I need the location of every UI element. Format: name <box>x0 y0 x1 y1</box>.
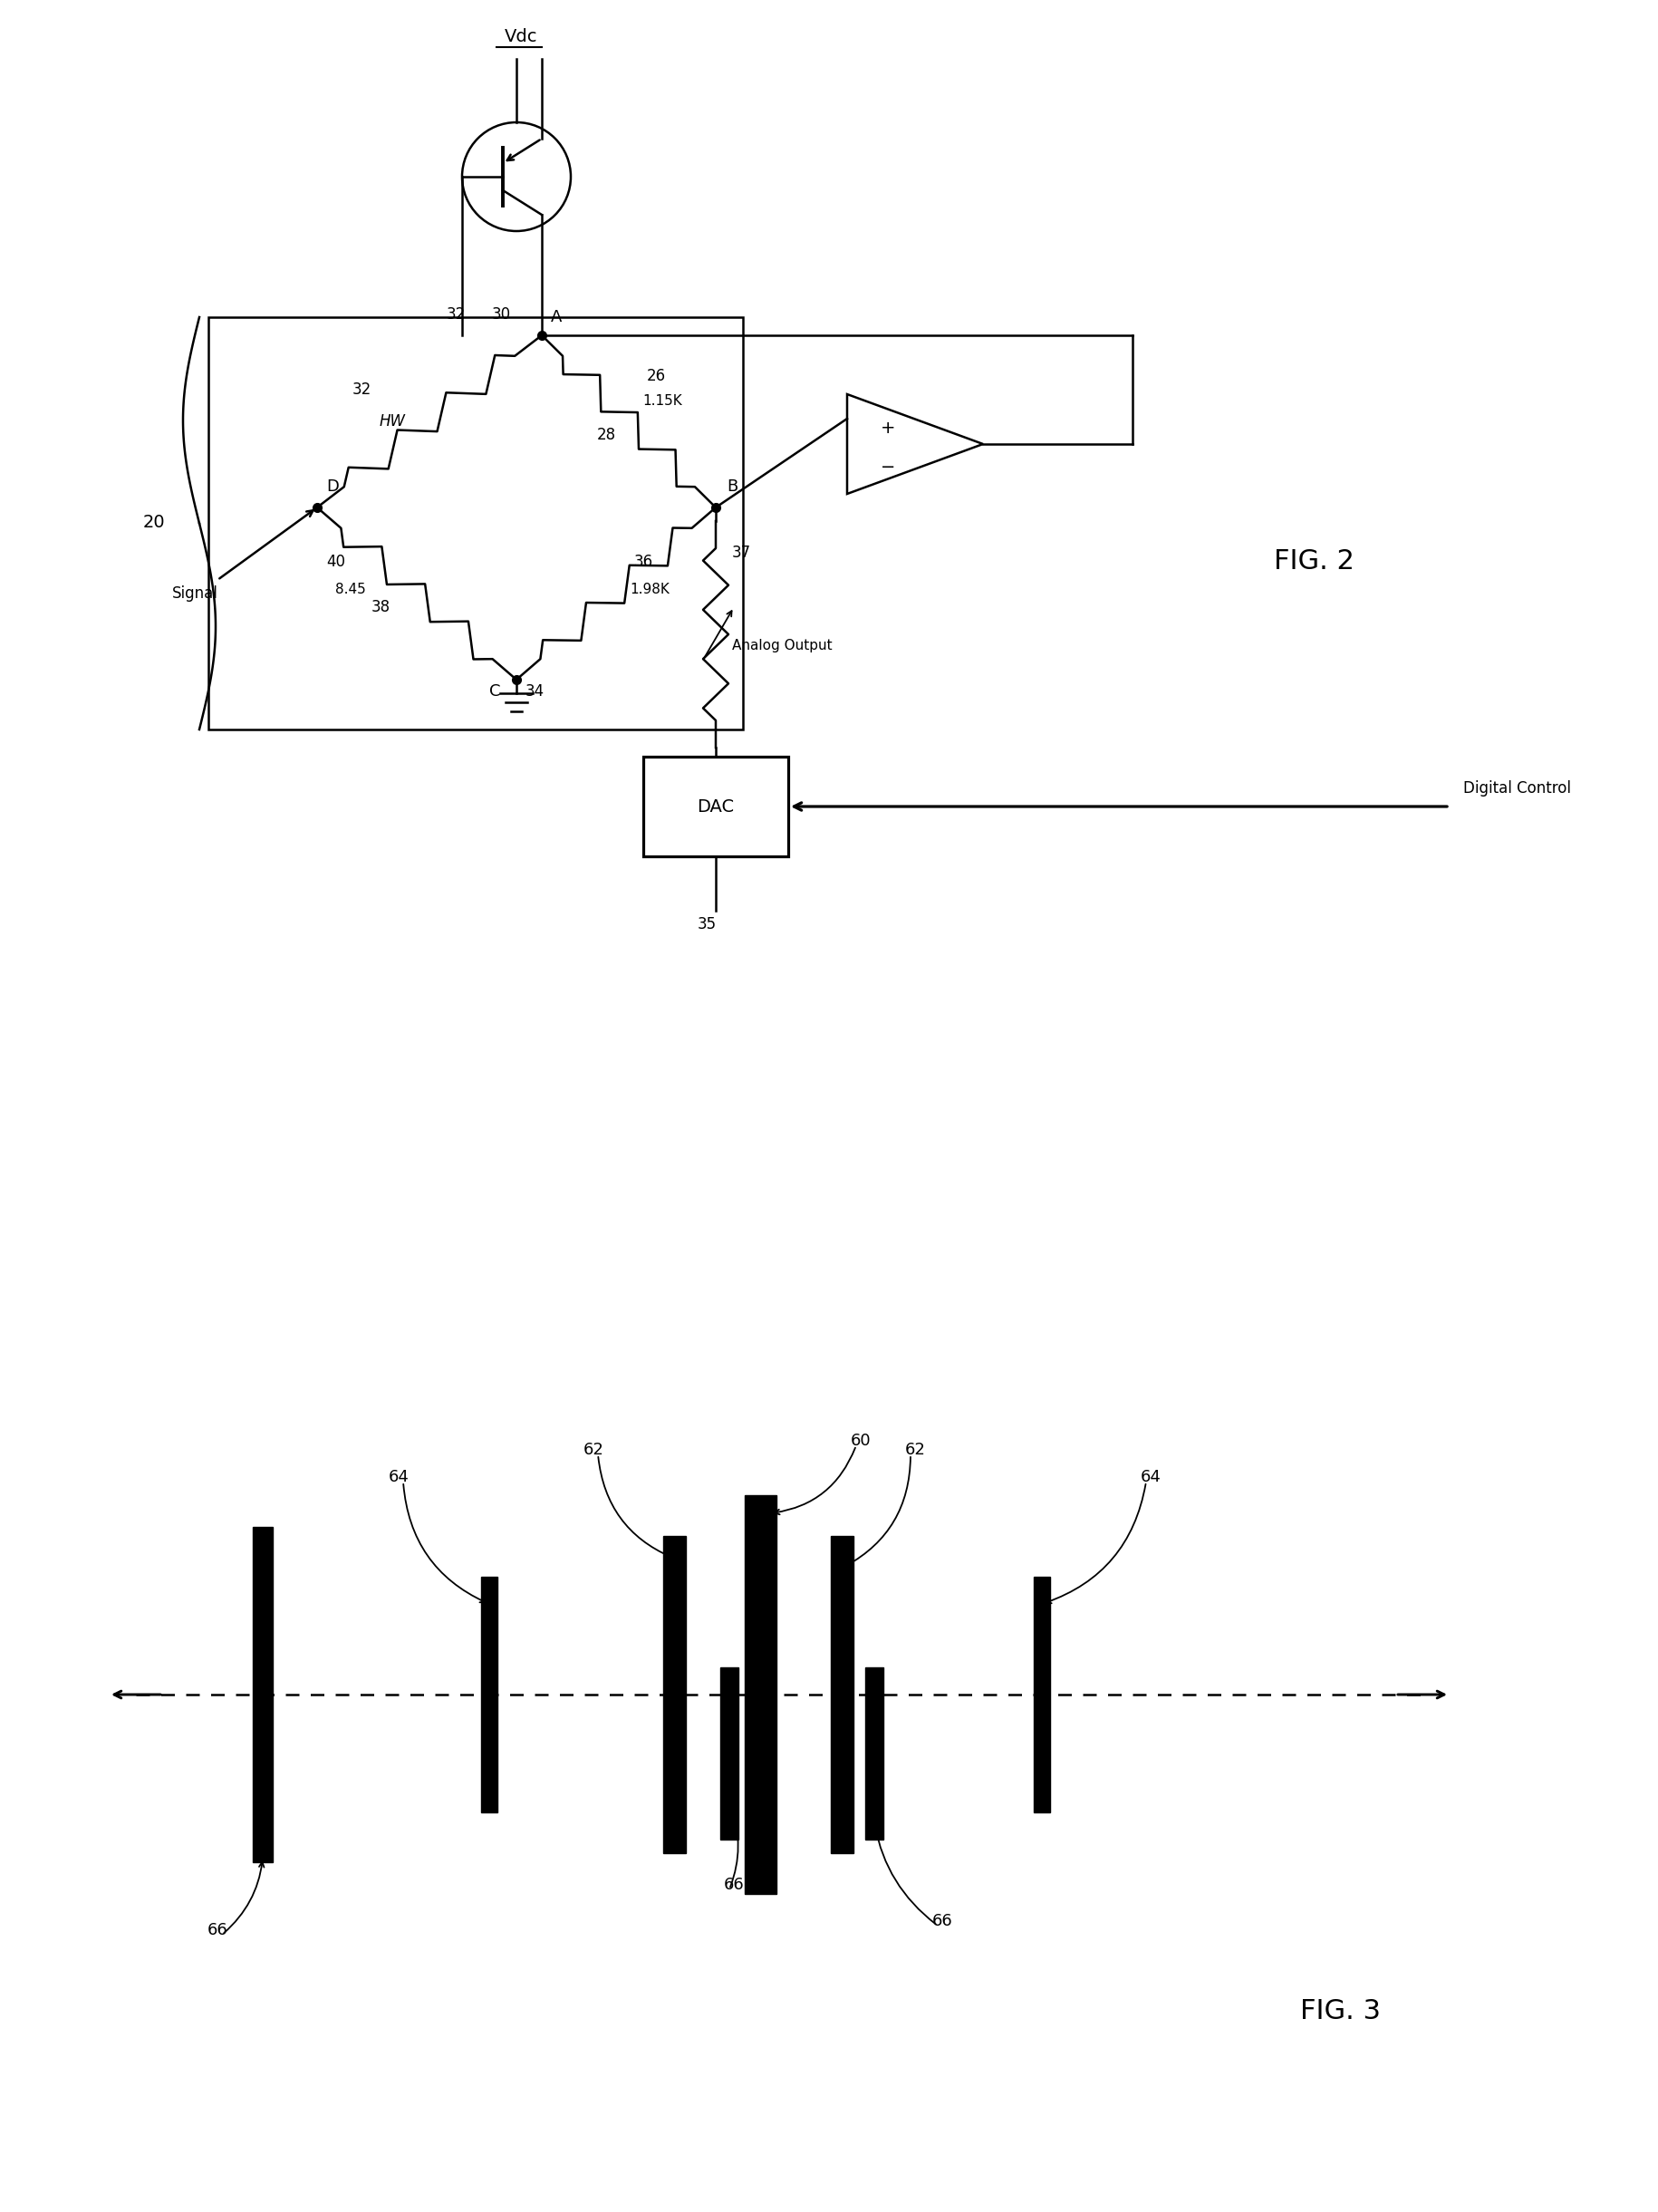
Text: Digital Control: Digital Control <box>1462 781 1570 796</box>
Text: C: C <box>489 684 501 699</box>
Text: A: A <box>550 310 562 325</box>
Bar <box>831 1535 854 1854</box>
Bar <box>663 1535 686 1854</box>
Text: HW: HW <box>380 414 406 429</box>
Text: 64: 64 <box>1139 1469 1161 1484</box>
Text: 64: 64 <box>388 1469 410 1484</box>
Text: 8.45: 8.45 <box>335 582 366 597</box>
Bar <box>720 1668 738 1840</box>
Text: +: + <box>880 418 895 436</box>
Text: 32: 32 <box>351 380 371 398</box>
Text: 37: 37 <box>731 544 751 562</box>
Text: 62: 62 <box>904 1442 925 1458</box>
Text: 62: 62 <box>582 1442 604 1458</box>
Text: 66: 66 <box>723 1876 744 1893</box>
Text: 28: 28 <box>597 427 615 442</box>
Bar <box>643 757 788 856</box>
Text: 35: 35 <box>696 916 716 933</box>
Text: Vdc: Vdc <box>504 29 537 44</box>
Text: 66: 66 <box>207 1922 227 1938</box>
Text: 32: 32 <box>446 305 466 323</box>
Text: 20: 20 <box>143 513 166 531</box>
Text: B: B <box>726 478 738 495</box>
Text: 30: 30 <box>492 305 511 323</box>
Bar <box>744 1495 776 1893</box>
Bar <box>1033 1577 1050 1812</box>
Bar <box>865 1668 882 1840</box>
Text: 26: 26 <box>647 367 665 385</box>
Text: Signal: Signal <box>172 586 219 602</box>
Text: 60: 60 <box>851 1433 870 1449</box>
Text: −: − <box>880 458 895 476</box>
Text: Analog Output: Analog Output <box>731 639 832 653</box>
Text: DAC: DAC <box>696 799 734 814</box>
Bar <box>209 316 743 730</box>
Text: 1.15K: 1.15K <box>642 394 681 407</box>
Bar <box>481 1577 497 1812</box>
Bar <box>252 1526 272 1863</box>
Text: 40: 40 <box>327 553 345 571</box>
Text: 36: 36 <box>633 553 653 571</box>
Text: 34: 34 <box>526 684 544 699</box>
Text: D: D <box>327 478 338 495</box>
Text: 66: 66 <box>932 1913 952 1929</box>
Text: FIG. 3: FIG. 3 <box>1300 2000 1381 2024</box>
Text: FIG. 2: FIG. 2 <box>1273 549 1353 575</box>
Text: 1.98K: 1.98K <box>630 582 670 597</box>
Text: 38: 38 <box>371 599 390 615</box>
